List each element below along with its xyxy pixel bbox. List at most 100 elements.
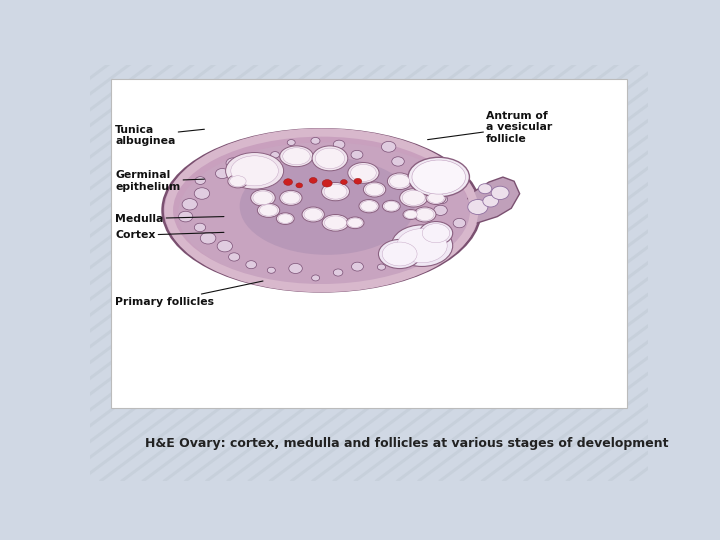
Circle shape [424, 159, 433, 166]
Ellipse shape [322, 183, 349, 201]
Circle shape [271, 152, 279, 158]
Ellipse shape [302, 207, 325, 222]
Ellipse shape [419, 221, 453, 245]
Ellipse shape [433, 179, 451, 192]
Ellipse shape [259, 205, 278, 216]
Circle shape [333, 140, 345, 149]
Ellipse shape [382, 242, 417, 266]
Ellipse shape [163, 129, 481, 292]
Ellipse shape [387, 173, 412, 190]
Circle shape [341, 180, 347, 185]
Circle shape [433, 205, 447, 215]
Ellipse shape [408, 157, 469, 197]
Circle shape [195, 177, 205, 185]
Ellipse shape [403, 210, 418, 219]
Ellipse shape [304, 208, 323, 221]
Circle shape [200, 232, 216, 244]
Circle shape [354, 178, 361, 184]
Ellipse shape [253, 191, 273, 205]
Circle shape [333, 269, 343, 276]
Circle shape [217, 240, 233, 252]
Circle shape [322, 180, 332, 187]
Ellipse shape [312, 146, 348, 171]
Ellipse shape [231, 156, 279, 186]
Ellipse shape [278, 214, 292, 224]
Text: H&E Ovary: cortex, medulla and follicles at various stages of development: H&E Ovary: cortex, medulla and follicles… [145, 437, 668, 450]
Circle shape [182, 199, 197, 210]
Ellipse shape [348, 218, 362, 227]
Circle shape [194, 223, 206, 232]
Ellipse shape [400, 188, 428, 207]
Circle shape [310, 178, 317, 183]
Ellipse shape [431, 178, 453, 193]
Ellipse shape [402, 191, 425, 205]
Ellipse shape [276, 213, 294, 225]
Ellipse shape [230, 176, 246, 187]
Text: Antrum of
a vesicular
follicle: Antrum of a vesicular follicle [428, 111, 552, 144]
Ellipse shape [315, 148, 345, 168]
Ellipse shape [413, 207, 436, 222]
Circle shape [351, 262, 364, 271]
Circle shape [351, 150, 363, 159]
Ellipse shape [251, 190, 275, 206]
Ellipse shape [422, 224, 450, 243]
Ellipse shape [228, 174, 248, 188]
Ellipse shape [258, 203, 280, 218]
Circle shape [194, 188, 210, 199]
Ellipse shape [382, 200, 400, 212]
Circle shape [453, 218, 466, 228]
Ellipse shape [405, 211, 418, 219]
Circle shape [377, 264, 386, 270]
Circle shape [311, 138, 320, 144]
Ellipse shape [412, 160, 466, 194]
Ellipse shape [384, 201, 399, 211]
Circle shape [396, 257, 410, 268]
Ellipse shape [282, 192, 300, 204]
Circle shape [267, 267, 275, 273]
Ellipse shape [279, 191, 302, 205]
Ellipse shape [428, 192, 444, 204]
Text: Medulla: Medulla [115, 214, 224, 224]
Ellipse shape [325, 216, 346, 229]
Ellipse shape [426, 191, 446, 205]
Circle shape [312, 275, 320, 281]
Text: Tunica
albuginea: Tunica albuginea [115, 125, 204, 146]
Circle shape [382, 141, 396, 152]
Ellipse shape [392, 225, 453, 266]
Circle shape [436, 195, 448, 204]
Ellipse shape [225, 152, 284, 189]
Text: Primary follicles: Primary follicles [115, 281, 263, 307]
Circle shape [247, 153, 260, 163]
Ellipse shape [361, 201, 377, 212]
Ellipse shape [280, 146, 313, 167]
Polygon shape [456, 177, 520, 225]
Circle shape [246, 261, 256, 269]
Circle shape [405, 246, 415, 254]
Ellipse shape [322, 214, 349, 231]
Circle shape [491, 186, 509, 199]
Circle shape [296, 183, 302, 188]
Ellipse shape [366, 184, 384, 195]
Circle shape [422, 184, 436, 195]
Circle shape [430, 241, 441, 249]
Circle shape [436, 229, 448, 238]
Circle shape [226, 158, 240, 168]
Circle shape [392, 157, 405, 166]
Text: Germinal
epithelium: Germinal epithelium [115, 171, 204, 192]
Ellipse shape [415, 208, 434, 221]
Text: Cortex: Cortex [115, 230, 224, 240]
Ellipse shape [359, 199, 379, 213]
Ellipse shape [324, 184, 347, 199]
Circle shape [179, 211, 193, 222]
Ellipse shape [379, 239, 421, 268]
Circle shape [287, 139, 295, 145]
Ellipse shape [397, 228, 447, 263]
Ellipse shape [390, 174, 410, 188]
Circle shape [228, 253, 240, 261]
Ellipse shape [346, 217, 364, 228]
Ellipse shape [178, 143, 471, 285]
Circle shape [478, 184, 492, 194]
FancyBboxPatch shape [111, 79, 627, 408]
Circle shape [483, 195, 498, 207]
Ellipse shape [240, 158, 415, 255]
